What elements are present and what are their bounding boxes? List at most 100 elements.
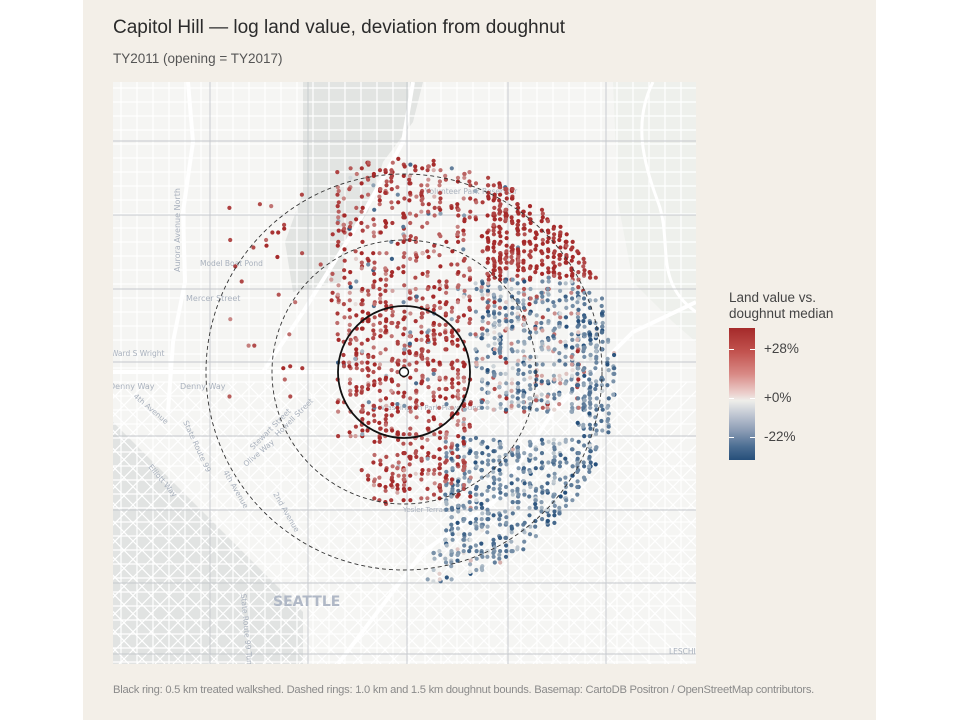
parcel-point xyxy=(228,237,233,243)
parcel-point xyxy=(528,241,533,246)
parcel-point xyxy=(528,228,533,233)
parcel-point xyxy=(468,475,473,480)
parcel-point xyxy=(449,522,454,527)
parcel-point xyxy=(491,458,496,463)
parcel-point xyxy=(516,368,521,373)
parcel-point xyxy=(425,334,430,339)
map-panel[interactable]: Aurora Avenue North Model Boat Pond Merc… xyxy=(113,82,696,664)
parcel-point xyxy=(227,394,232,399)
parcel-point xyxy=(233,264,238,269)
parcel-point xyxy=(479,285,484,290)
parcel-point xyxy=(515,445,520,450)
parcel-point xyxy=(540,215,545,220)
parcel-point xyxy=(348,388,353,393)
parcel-point xyxy=(378,328,383,333)
parcel-point xyxy=(390,471,395,476)
parcel-point xyxy=(468,317,473,322)
parcel-point xyxy=(546,279,551,284)
parcel-point xyxy=(431,550,436,556)
parcel-point xyxy=(390,205,395,210)
parcel-point xyxy=(455,520,460,525)
parcel-point xyxy=(390,428,395,433)
parcel-point xyxy=(564,253,569,258)
parcel-point xyxy=(527,383,532,388)
parcel-point xyxy=(570,296,575,301)
parcel-point xyxy=(528,484,533,490)
parcel-point xyxy=(552,396,557,401)
parcel-point xyxy=(389,168,394,173)
parcel-point xyxy=(450,451,455,456)
parcel-point xyxy=(557,256,562,261)
parcel-point xyxy=(606,396,611,401)
parcel-point xyxy=(335,320,340,326)
parcel-point xyxy=(450,360,455,365)
parcel-point xyxy=(575,492,580,497)
parcel-point xyxy=(438,234,443,239)
parcel-point xyxy=(389,498,394,503)
parcel-point xyxy=(521,268,526,273)
parcel-point xyxy=(558,230,563,235)
parcel-point xyxy=(485,511,490,516)
street-line xyxy=(113,381,310,581)
denny-way: Denny Way xyxy=(180,382,226,391)
parcel-point xyxy=(491,256,496,261)
parcel-point xyxy=(491,232,496,237)
parcel-point xyxy=(437,483,442,488)
parcel-point xyxy=(438,168,443,173)
parcel-point xyxy=(420,251,425,256)
parcel-point xyxy=(569,409,574,414)
parcel-point xyxy=(599,303,604,309)
parcel-point xyxy=(539,320,544,326)
parcel-point xyxy=(510,324,515,329)
parcel-point xyxy=(444,507,449,512)
parcel-point xyxy=(569,290,574,295)
parcel-point xyxy=(486,175,491,180)
parcel-point xyxy=(354,388,359,393)
street-line xyxy=(113,381,202,472)
parcel-point xyxy=(545,518,550,524)
parcel-point xyxy=(503,279,508,284)
parcel-point xyxy=(359,194,364,199)
parcel-point xyxy=(569,266,574,271)
park-area xyxy=(613,82,696,342)
parcel-point xyxy=(497,241,502,246)
parcel-point xyxy=(521,392,526,397)
parcel-point xyxy=(432,243,437,248)
parcel-point xyxy=(431,371,436,376)
parcel-point xyxy=(443,311,448,316)
parcel-point xyxy=(395,192,400,197)
parcel-point xyxy=(414,351,419,356)
parcel-point xyxy=(336,434,341,439)
parcel-point xyxy=(401,394,406,399)
parcel-point xyxy=(474,567,479,573)
parcel-point xyxy=(239,279,244,284)
parcel-point xyxy=(557,392,562,397)
parcel-point xyxy=(509,526,514,531)
parcel-point xyxy=(419,315,424,320)
parcel-point xyxy=(587,454,592,459)
parcel-point xyxy=(539,398,544,403)
parcel-point xyxy=(413,275,418,280)
parcel-point xyxy=(588,356,593,361)
parcel-point xyxy=(467,305,472,310)
parcel-point xyxy=(546,513,551,518)
parcel-point xyxy=(497,230,502,235)
parcel-point xyxy=(437,405,442,410)
parcel-point xyxy=(437,300,442,305)
parcel-point xyxy=(527,439,532,444)
parcel-point xyxy=(444,239,449,244)
parcel-point xyxy=(576,451,581,456)
station-marker[interactable] xyxy=(398,366,410,378)
parcel-point xyxy=(546,266,551,271)
parcel-point xyxy=(414,294,419,299)
parcel-point xyxy=(581,264,586,269)
parcel-point xyxy=(408,441,413,446)
parcel-point xyxy=(372,383,377,388)
parcel-point xyxy=(455,388,461,393)
parcel-point xyxy=(455,547,460,552)
parcel-point xyxy=(557,402,562,407)
parcel-point xyxy=(456,532,461,537)
parcel-point xyxy=(384,179,389,184)
parcel-point xyxy=(414,368,419,373)
parcel-point xyxy=(558,339,563,344)
